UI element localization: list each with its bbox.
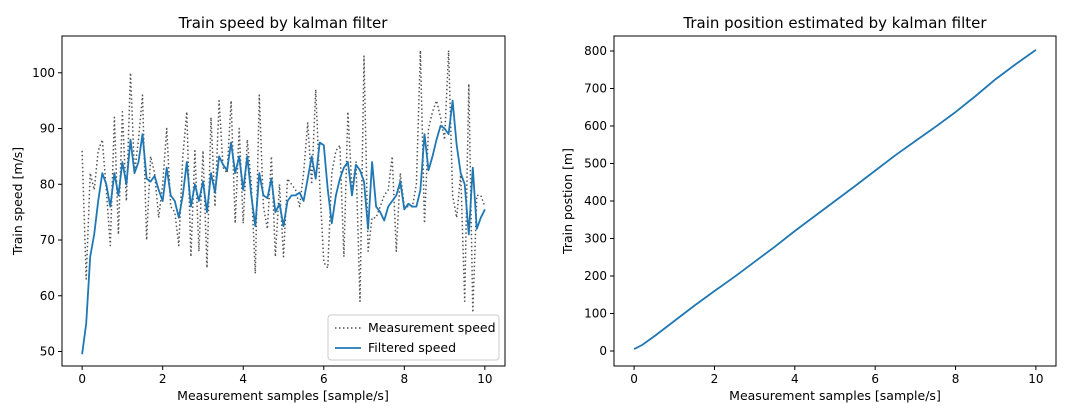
legend-measurement-label: Measurement speed (368, 320, 496, 335)
y-tick-label: 300 (584, 232, 607, 246)
x-tick-label: 4 (239, 372, 247, 386)
speed-chart-xlabel: Measurement samples [sample/s] (177, 388, 389, 403)
speed-chart-frame (61, 35, 506, 367)
speed-chart-plot-area (81, 49, 486, 355)
x-tick-label: 6 (871, 372, 879, 386)
y-tick-label: 70 (40, 233, 55, 247)
y-tick-label: 90 (40, 122, 55, 136)
speed-chart: Train speed by kalman filter 0 2 4 6 8 10 50 60… (10, 14, 506, 403)
position-chart-title: Train position estimated by kalman filte… (682, 14, 987, 32)
position-chart-xlabel: Measurement samples [sample/s] (729, 388, 941, 403)
legend-box (327, 314, 500, 361)
y-tick-label: 100 (584, 307, 607, 321)
legend-filtered-label: Filtered speed (368, 340, 456, 355)
speed-chart-title: Train speed by kalman filter (178, 14, 389, 32)
filtered-speed-line (81, 99, 486, 355)
x-tick-label: 8 (952, 372, 960, 386)
position-chart-frame (613, 35, 1057, 367)
y-tick-label: 800 (584, 44, 607, 58)
position-chart: Train position estimated by kalman filte… (560, 14, 1057, 403)
y-tick-label: 60 (40, 289, 55, 303)
x-tick-label: 10 (1028, 372, 1043, 386)
measurement-speed-line (81, 49, 486, 314)
y-tick-label: 50 (40, 345, 55, 359)
x-tick-label: 0 (630, 372, 638, 386)
x-tick-label: 2 (711, 372, 719, 386)
y-tick-label: 400 (584, 194, 607, 208)
x-tick-label: 8 (400, 372, 408, 386)
y-tick-label: 100 (32, 66, 55, 80)
speed-chart-legend: Measurement speed Filtered speed (327, 314, 500, 361)
y-tick-label: 700 (584, 82, 607, 96)
speed-chart-ylabel: Train speed [m/s] (10, 147, 25, 256)
speed-chart-ticks: 0 2 4 6 8 10 50 60 70 80 90 100 (32, 66, 492, 386)
x-tick-label: 6 (320, 372, 328, 386)
y-tick-label: 600 (584, 119, 607, 133)
x-tick-label: 10 (477, 372, 492, 386)
position-chart-ylabel: Train postion [m] (560, 148, 575, 255)
y-tick-label: 0 (599, 344, 607, 358)
position-chart-plot-area (633, 49, 1037, 350)
position-line (633, 49, 1037, 350)
y-tick-label: 500 (584, 157, 607, 171)
x-tick-label: 4 (791, 372, 799, 386)
x-tick-label: 2 (159, 372, 167, 386)
y-tick-label: 200 (584, 269, 607, 283)
x-tick-label: 0 (78, 372, 86, 386)
y-tick-label: 80 (40, 177, 55, 191)
